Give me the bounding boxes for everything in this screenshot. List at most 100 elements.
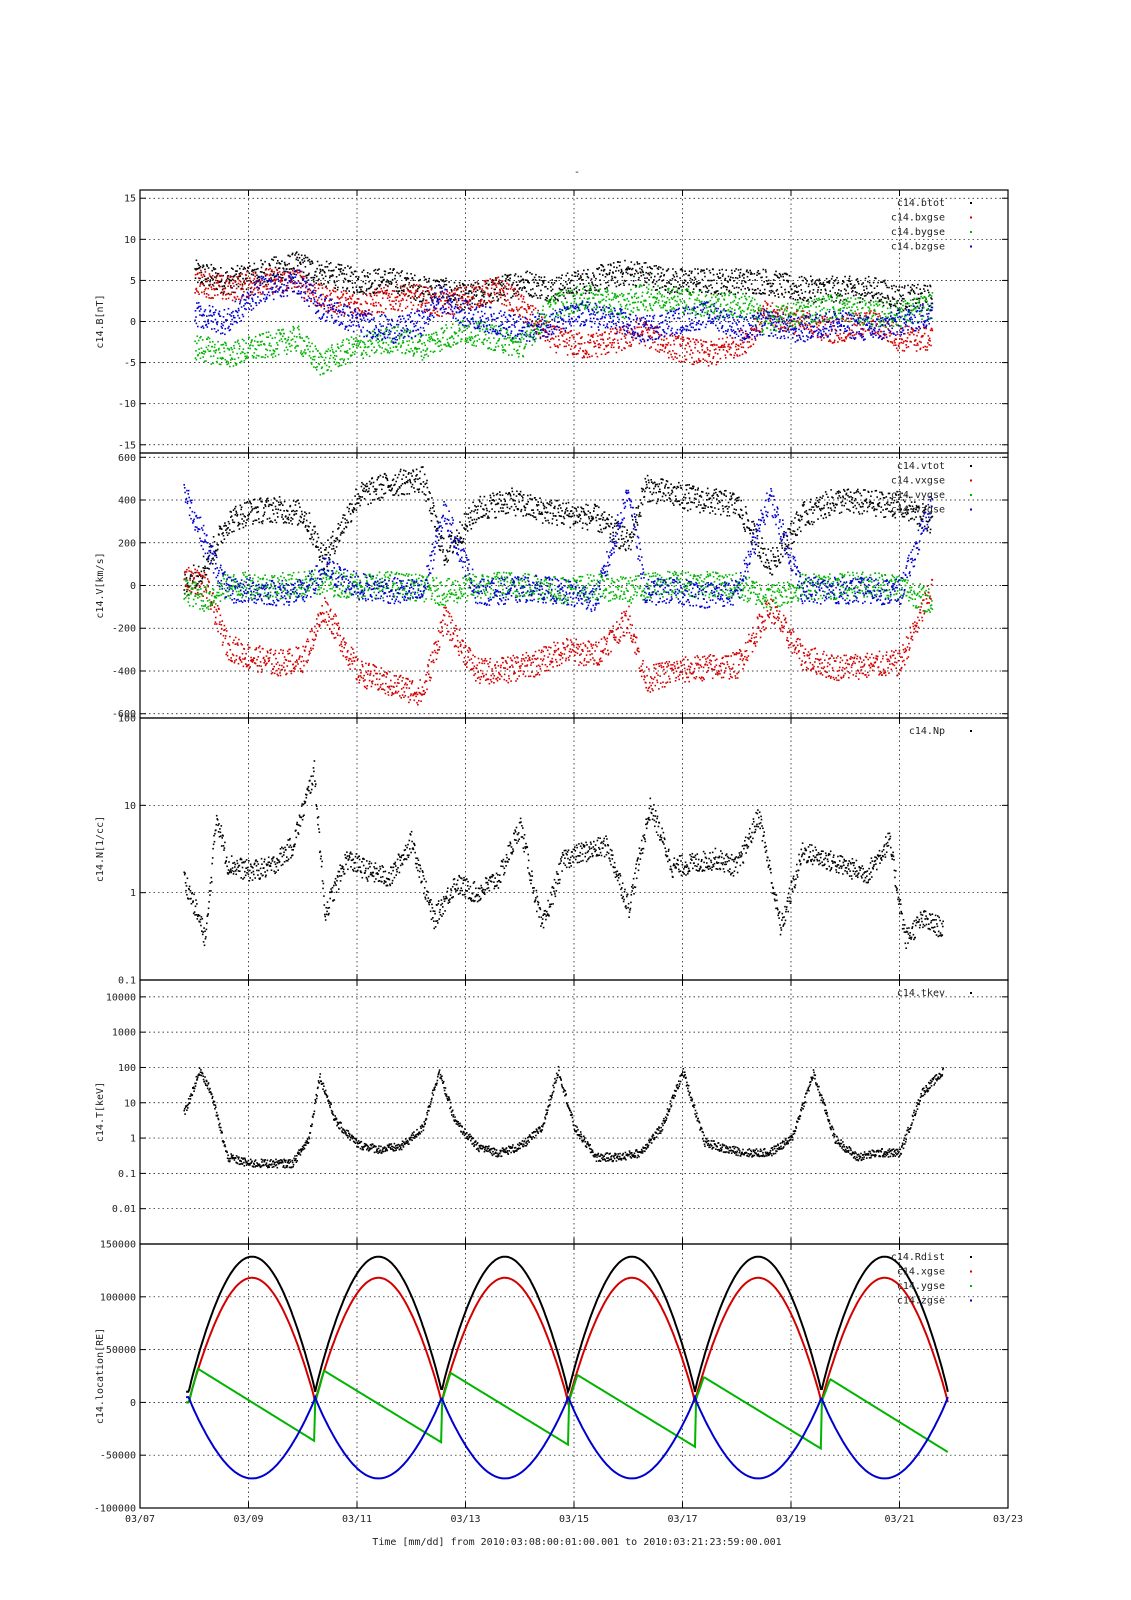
data-point [493, 325, 496, 328]
data-point [350, 336, 353, 338]
data-point [438, 315, 440, 317]
data-point [895, 344, 897, 346]
data-point [234, 274, 236, 277]
data-point [712, 273, 715, 276]
data-point [589, 301, 591, 304]
data-point [830, 278, 833, 280]
data-point [845, 336, 848, 338]
data-point [412, 355, 415, 357]
data-point [264, 354, 267, 356]
data-point [258, 355, 260, 357]
data-point [776, 274, 778, 277]
data-point [338, 362, 341, 365]
data-point [506, 276, 509, 278]
data-point [629, 341, 631, 344]
data-point [578, 350, 580, 352]
data-point [309, 289, 312, 292]
data-point [356, 301, 359, 304]
data-point [730, 354, 732, 356]
data-point [615, 285, 618, 288]
data-point [739, 310, 742, 313]
data-point [451, 323, 454, 325]
data-point [892, 321, 894, 324]
data-point [919, 347, 922, 350]
data-point [805, 300, 808, 302]
data-point [305, 256, 307, 259]
data-point [359, 291, 362, 293]
data-point [810, 297, 812, 299]
data-point [353, 353, 356, 355]
data-point [894, 290, 897, 293]
data-point [775, 270, 777, 273]
data-point [744, 280, 746, 283]
data-point [800, 310, 803, 313]
data-point [672, 358, 675, 361]
data-point [546, 320, 549, 323]
data-point [544, 299, 547, 301]
data-point [740, 288, 742, 291]
data-point [300, 352, 302, 354]
data-point [234, 296, 236, 299]
data-point [773, 309, 775, 311]
data-point [781, 293, 784, 296]
data-point [714, 344, 716, 346]
data-point [870, 285, 873, 287]
data-point [929, 340, 931, 342]
data-point [343, 360, 345, 362]
data-point [205, 287, 207, 290]
data-point [728, 310, 731, 313]
data-point [416, 308, 419, 311]
data-point [313, 280, 315, 283]
data-point [433, 332, 435, 335]
data-point [529, 271, 531, 274]
data-point [628, 283, 630, 286]
data-point [620, 329, 622, 331]
data-point [549, 346, 552, 349]
data-point [664, 347, 666, 349]
data-point [794, 325, 797, 328]
data-point [426, 347, 429, 350]
data-point [624, 280, 627, 282]
data-point [494, 346, 497, 348]
data-point [677, 295, 679, 298]
data-point [399, 285, 402, 287]
data-point [741, 353, 744, 356]
data-point [454, 287, 456, 290]
data-point [776, 318, 778, 321]
data-point [667, 289, 670, 291]
data-point [567, 287, 569, 290]
data-point [746, 275, 749, 278]
data-point [369, 295, 372, 297]
data-point [663, 274, 665, 277]
data-point [893, 314, 896, 316]
data-point [464, 287, 466, 289]
data-point [505, 304, 508, 307]
data-point [795, 284, 797, 287]
data-point [873, 287, 876, 289]
data-point [361, 310, 364, 312]
data-point [654, 296, 657, 299]
data-point [209, 309, 212, 312]
data-point [782, 275, 784, 278]
data-point [464, 306, 466, 308]
data-point [810, 330, 813, 332]
data-point [433, 279, 435, 282]
data-point [746, 332, 748, 335]
data-point [242, 351, 244, 354]
data-point [236, 264, 239, 267]
data-point [753, 328, 756, 331]
data-point [376, 269, 379, 271]
data-point [264, 260, 266, 263]
data-point [521, 289, 523, 291]
data-point [843, 340, 846, 342]
data-point [664, 285, 666, 287]
data-point [470, 331, 473, 334]
data-point [902, 309, 905, 312]
data-point [797, 290, 799, 293]
data-point [264, 273, 266, 275]
data-point [814, 295, 816, 298]
data-point [664, 289, 667, 291]
data-point [395, 296, 398, 299]
data-point [231, 348, 233, 351]
data-point [353, 300, 356, 303]
